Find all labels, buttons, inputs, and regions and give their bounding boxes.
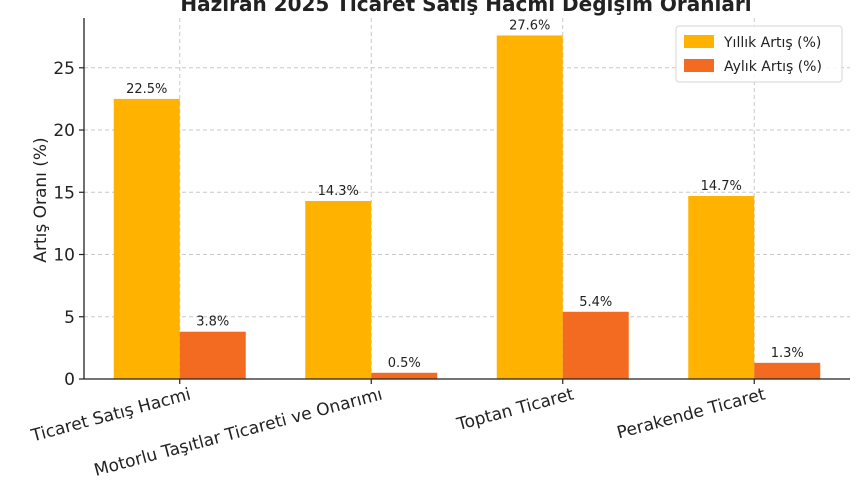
data-label: 5.4%: [579, 295, 612, 310]
bars: [113, 35, 821, 380]
x-category-label: Perakende Ticaret: [615, 384, 768, 443]
legend: Yıllık Artış (%) Aylık Artış (%): [675, 25, 843, 83]
bar-monthly-0: [179, 331, 246, 379]
bar-monthly-2: [562, 311, 629, 379]
data-label: 14.7%: [701, 179, 742, 194]
legend-label: Aylık Artış (%): [724, 59, 822, 75]
y-tick-label: 0: [64, 370, 75, 390]
bar-monthly-1: [371, 372, 438, 379]
bar-yearly-2: [496, 35, 563, 380]
chart-title: Haziran 2025 Ticaret Satış Hacmi Değişim…: [180, 0, 751, 16]
data-label: 1.3%: [771, 346, 804, 361]
y-tick-label: 15: [53, 183, 75, 203]
bar-yearly-0: [113, 98, 180, 380]
data-label: 0.5%: [388, 356, 421, 371]
legend-swatch: [684, 59, 714, 72]
bar-yearly-1: [305, 200, 372, 379]
x-category-label: Ticaret Satış Hacmi: [28, 385, 193, 447]
data-label: 22.5%: [126, 82, 167, 97]
data-label: 3.8%: [196, 315, 229, 330]
data-label: 27.6%: [509, 18, 550, 33]
y-tick-label: 25: [53, 59, 75, 79]
x-category-label: Toptan Ticaret: [454, 384, 576, 435]
data-labels: 22.5% 3.8% 14.3% 0.5% 27.6% 5.4% 14.7% 1.3%: [126, 18, 804, 370]
bar-yearly-3: [688, 196, 755, 379]
y-tick-label: 5: [64, 308, 75, 328]
y-tick-label: 10: [53, 246, 75, 266]
data-label: 14.3%: [318, 184, 359, 199]
bar-monthly-3: [754, 362, 821, 379]
y-axis-title: Artış Oranı (%): [31, 137, 51, 262]
legend-box: [675, 25, 843, 83]
legend-swatch: [684, 35, 714, 48]
legend-label: Yıllık Artış (%): [723, 35, 821, 51]
y-tick-label: 20: [53, 121, 75, 141]
